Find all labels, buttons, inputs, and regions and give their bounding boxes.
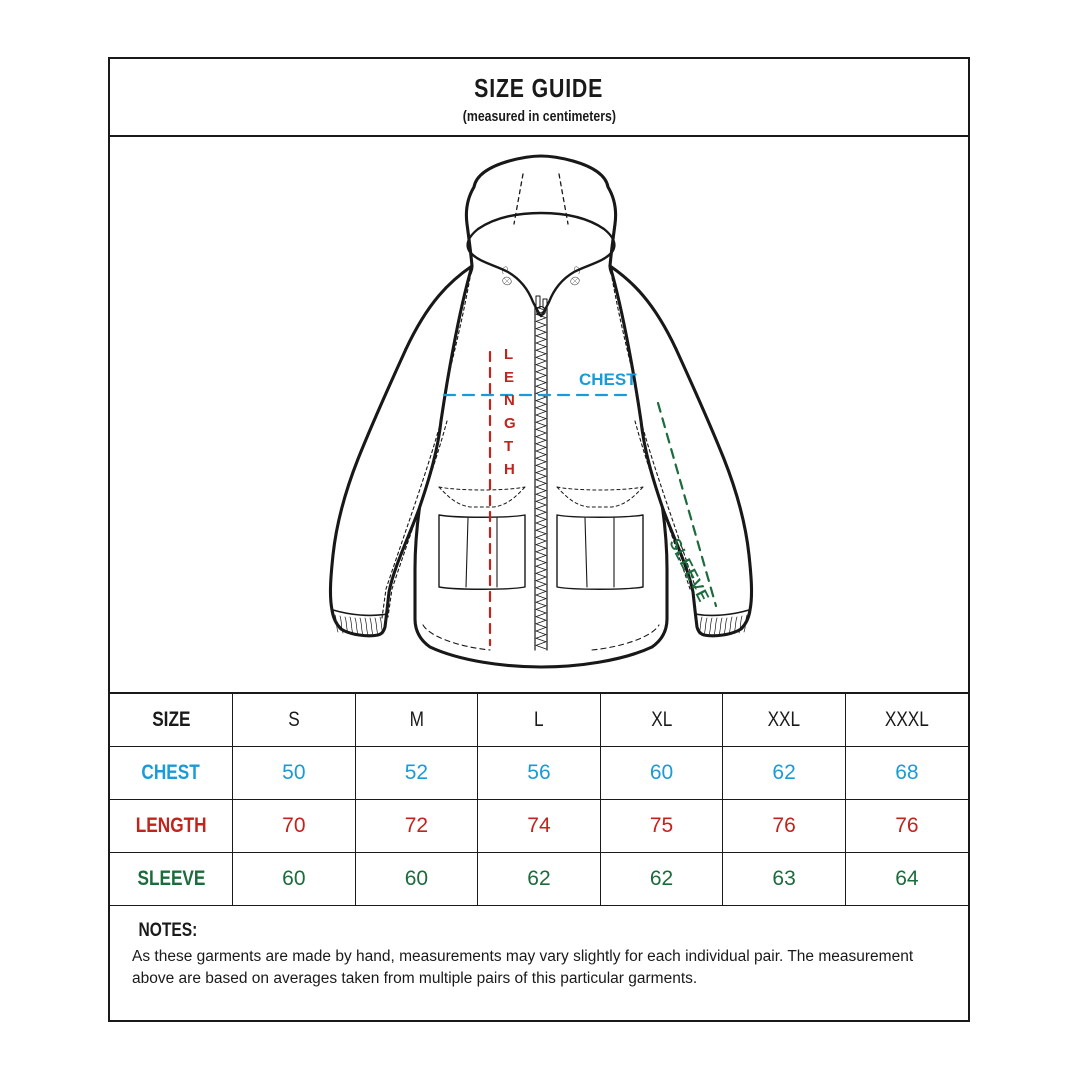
svg-text:G: G — [504, 415, 516, 432]
svg-text:H: H — [504, 461, 515, 478]
svg-text:CHEST: CHEST — [579, 370, 637, 389]
svg-text:E: E — [504, 369, 514, 386]
svg-text:N: N — [504, 392, 515, 409]
svg-text:T: T — [504, 438, 513, 455]
svg-text:L: L — [504, 346, 513, 363]
